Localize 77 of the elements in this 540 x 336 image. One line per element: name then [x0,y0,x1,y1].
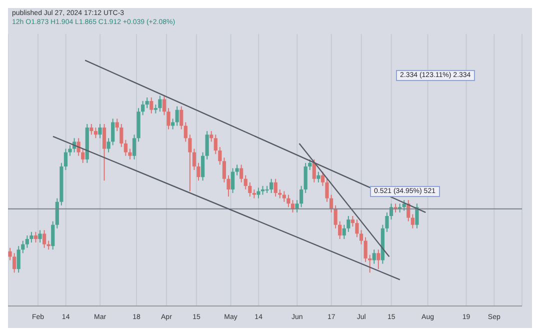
candlestick [162,95,166,116]
candlestick [364,236,368,262]
candlestick [68,144,72,156]
candlestick [158,95,162,112]
candlestick [248,182,252,198]
candlestick [145,96,149,109]
candlestick [410,214,414,229]
candlestick [51,220,55,250]
candlestick [34,231,38,244]
candlestick [359,230,364,245]
candlestick [300,185,304,208]
candlestick [290,200,295,213]
candlestick [334,204,338,229]
candlestick [120,124,124,148]
candlestick [312,158,316,183]
candlestick [21,240,25,254]
candlestick [42,230,46,248]
candlestick [210,130,214,142]
candlestick [325,178,329,202]
candlestick [30,231,34,244]
candlestick [218,146,222,166]
candlestick [150,96,154,114]
candlestick [342,224,346,240]
candlestick [385,212,389,232]
candlestick [295,200,299,213]
candlestick [128,148,132,160]
candlestick [192,148,196,170]
candlestick [235,164,239,176]
candlestick [64,148,68,170]
candlestick [355,219,359,238]
candlestick [184,122,188,142]
candlestick [25,234,29,248]
candlestick [274,178,278,198]
candlestick [316,171,320,183]
candlestick [94,127,98,139]
candlestick [402,200,406,212]
candlestick [188,134,192,192]
candlestick [214,134,218,155]
candlestick [12,252,16,274]
candlestick [98,124,102,139]
candlestick [329,194,334,213]
candlestick [171,118,175,130]
candlestick [376,249,380,270]
candlestick [90,124,94,136]
candlestick [141,100,145,116]
candlestick [308,158,312,170]
candlestick [124,139,128,156]
candlestick [270,178,274,194]
candlestick [205,130,209,160]
candlestick [415,203,419,229]
candlestick [226,174,230,198]
candlestick [338,220,342,240]
candlestick [106,138,110,153]
candlestick [256,187,260,199]
candlestick [372,249,376,264]
candlestick [230,168,235,194]
candlestick [240,164,244,183]
candlestick [200,152,205,182]
candlestick [244,174,248,190]
candlestick [8,247,12,261]
candlestick [304,162,308,194]
candlestick [166,108,170,130]
candlestick [282,190,286,202]
candlestick [81,148,85,164]
candlestick [175,106,179,126]
candlestick [196,162,200,182]
candlestick [55,198,59,229]
candlestick [320,171,325,186]
candlestick [115,118,119,132]
candlestick [38,230,42,244]
candlestick [16,246,20,274]
candlestick [180,106,184,130]
candlestick [222,157,226,183]
candlestick [111,118,115,146]
candlestick [102,124,106,182]
candlestick [350,215,354,228]
candlestick [346,215,350,232]
